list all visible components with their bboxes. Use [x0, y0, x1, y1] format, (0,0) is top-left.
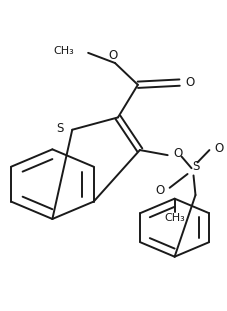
Text: S: S	[192, 160, 199, 173]
Text: O: O	[185, 76, 194, 89]
Text: S: S	[57, 122, 64, 135]
Text: CH₃: CH₃	[164, 212, 185, 223]
Text: O: O	[173, 147, 182, 160]
Text: O: O	[108, 49, 118, 62]
Text: O: O	[155, 184, 164, 197]
Text: O: O	[215, 142, 224, 155]
Text: CH₃: CH₃	[54, 46, 74, 56]
